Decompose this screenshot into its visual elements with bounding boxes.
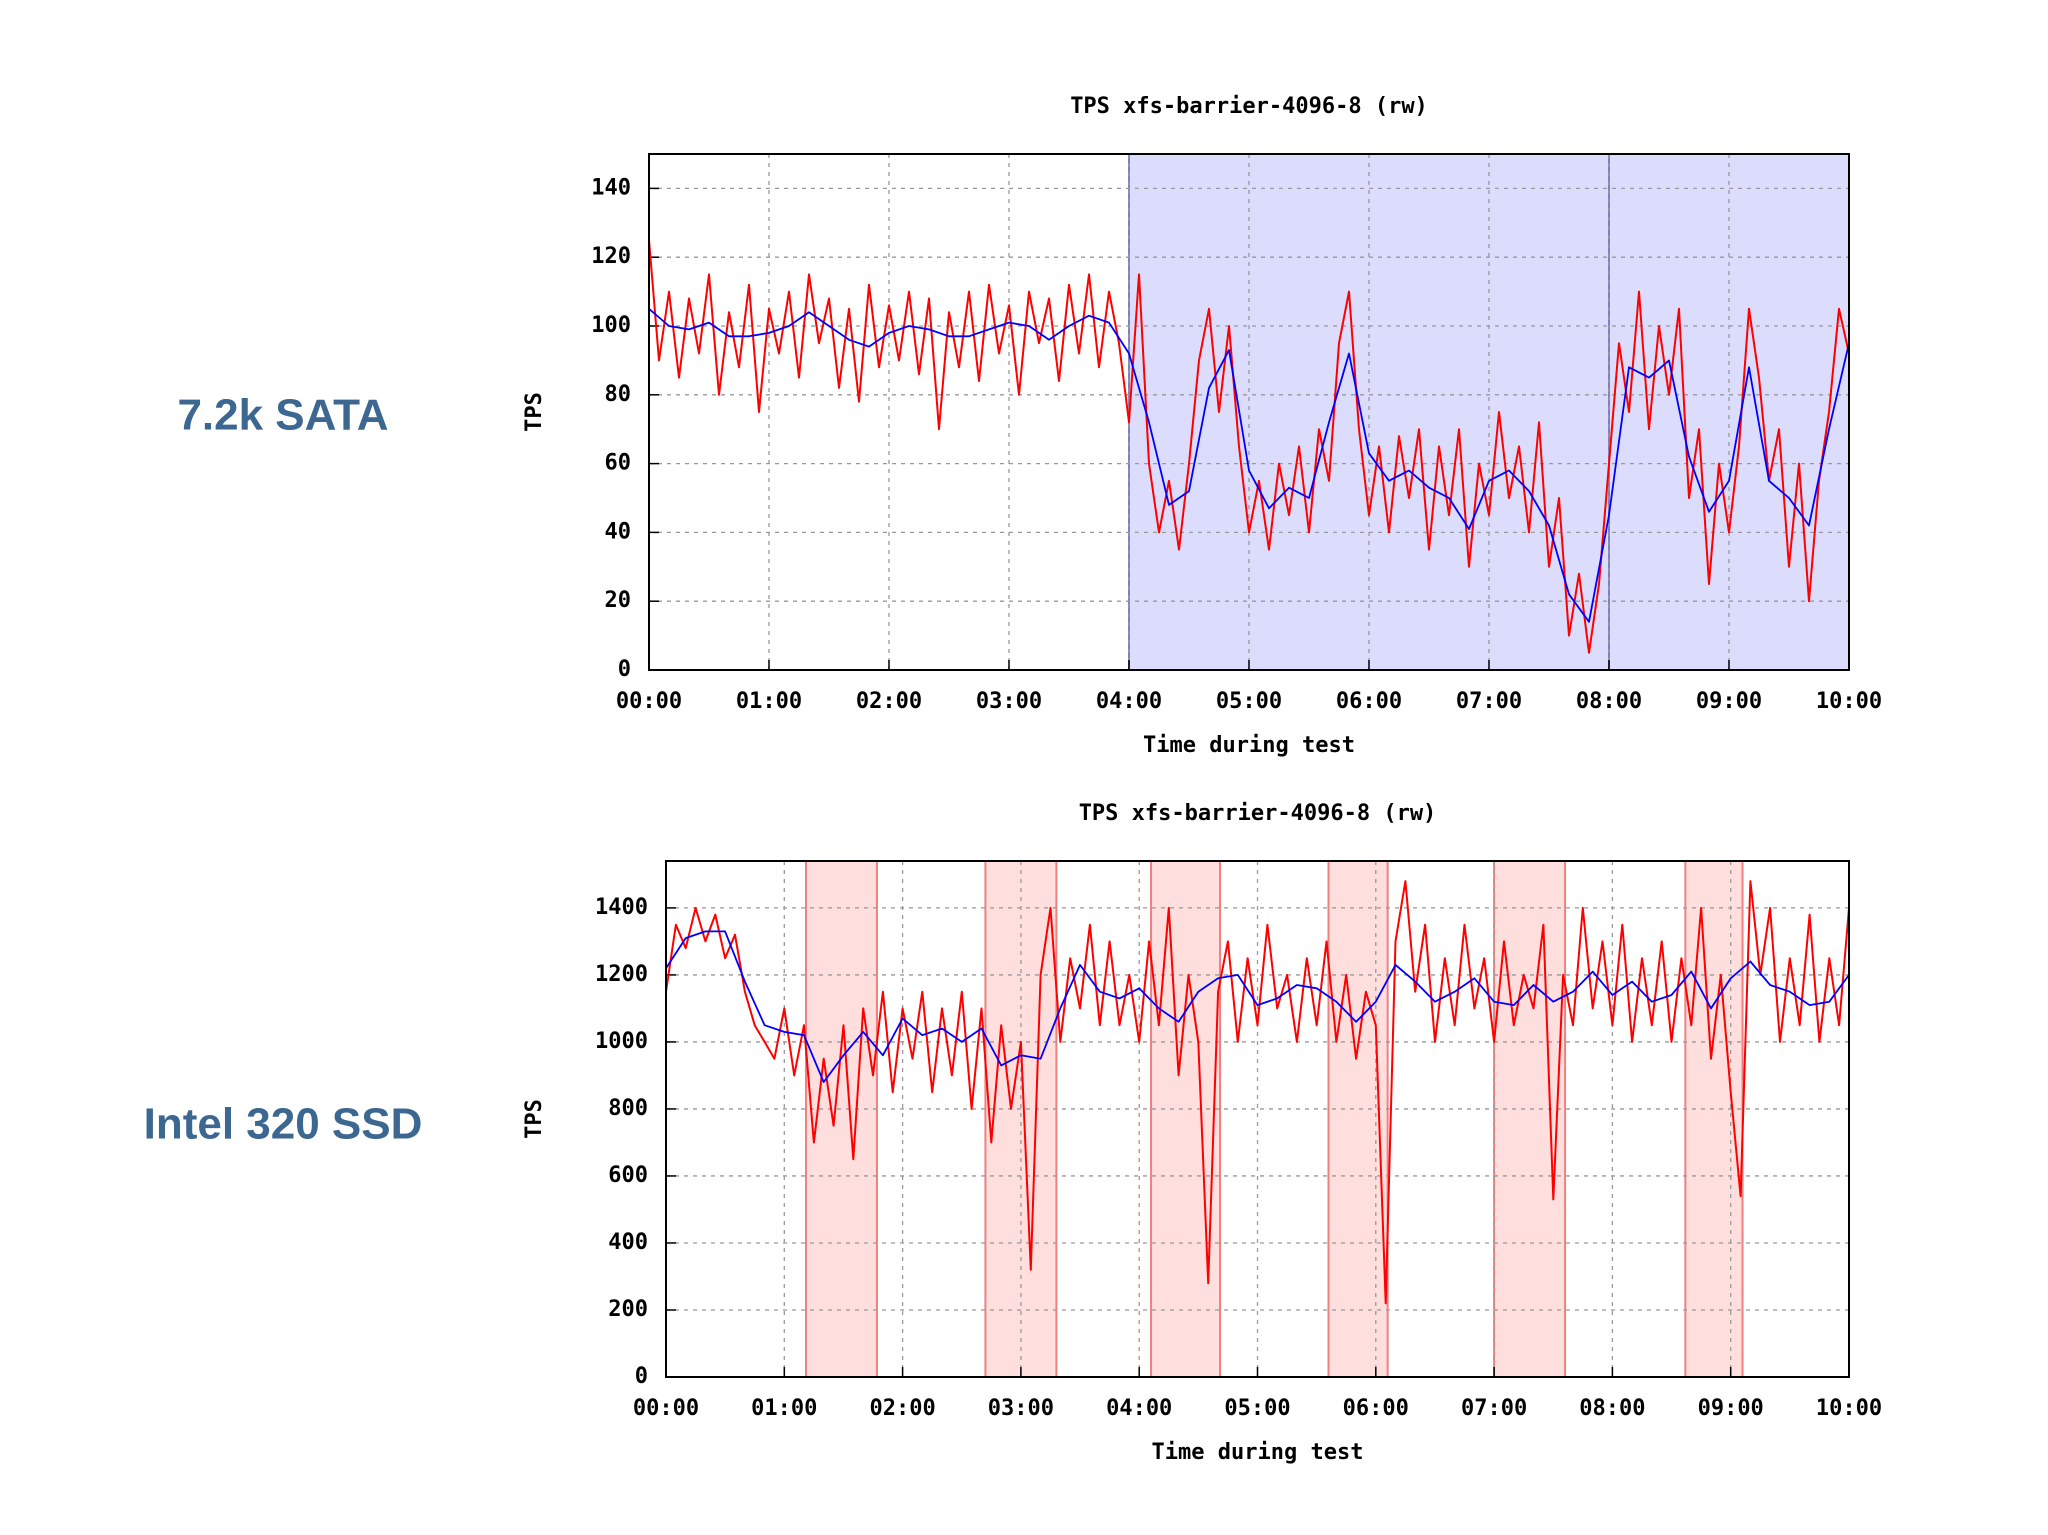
y-tick-label: 0: [635, 1364, 648, 1389]
x-tick-label: 07:00: [1461, 1396, 1527, 1421]
y-tick-label: 1400: [595, 895, 648, 920]
y-tick-label: 0: [618, 657, 631, 682]
chart-title: TPS xfs-barrier-4096-8 (rw): [1079, 801, 1437, 826]
y-tick-label: 20: [605, 588, 632, 613]
x-tick-label: 05:00: [1224, 1396, 1290, 1421]
x-tick-label: 01:00: [736, 689, 802, 714]
y-tick-label: 1000: [595, 1029, 648, 1054]
y-axis-label: TPS: [522, 392, 547, 432]
x-axis-label: Time during test: [1143, 733, 1355, 758]
x-tick-label: 02:00: [856, 689, 922, 714]
x-tick-label: 10:00: [1816, 1396, 1882, 1421]
row-label: 7.2k SATA: [177, 391, 388, 440]
y-tick-label: 140: [591, 175, 631, 200]
shaded-span: [1151, 861, 1221, 1377]
x-tick-label: 01:00: [751, 1396, 817, 1421]
shaded-span: [1494, 861, 1566, 1377]
x-tick-label: 09:00: [1696, 689, 1762, 714]
x-tick-label: 06:00: [1343, 1396, 1409, 1421]
x-tick-label: 08:00: [1579, 1396, 1645, 1421]
row-label: Intel 320 SSD: [144, 1100, 423, 1149]
x-tick-label: 03:00: [976, 689, 1042, 714]
y-tick-label: 600: [608, 1163, 648, 1188]
series-line: [665, 880, 1850, 1305]
shaded-span: [805, 861, 877, 1377]
y-tick-label: 400: [608, 1230, 648, 1255]
x-tick-label: 10:00: [1816, 689, 1882, 714]
x-axis-label: Time during test: [1152, 1440, 1364, 1465]
plot-frame: [648, 153, 1850, 671]
chart: 7.2k SATA TPS xfs-barrier-4096-8 (rw) Time…: [177, 94, 1882, 758]
series-line: [648, 308, 1850, 623]
y-tick-label: 80: [605, 382, 632, 407]
y-tick-label: 40: [605, 519, 632, 544]
series-line: [648, 239, 1850, 654]
y-tick-label: 800: [608, 1096, 648, 1121]
y-axis-label: TPS: [522, 1099, 547, 1139]
x-tick-label: 03:00: [988, 1396, 1054, 1421]
chart-title: TPS xfs-barrier-4096-8 (rw): [1070, 94, 1428, 119]
x-tick-label: 05:00: [1216, 689, 1282, 714]
shaded-span: [1129, 154, 1609, 670]
x-tick-label: 06:00: [1336, 689, 1402, 714]
x-tick-label: 00:00: [633, 1396, 699, 1421]
x-tick-label: 02:00: [869, 1396, 935, 1421]
x-tick-label: 04:00: [1096, 689, 1162, 714]
x-tick-label: 04:00: [1106, 1396, 1172, 1421]
plot-frame: [665, 860, 1850, 1378]
y-tick-label: 60: [605, 451, 632, 476]
y-tick-label: 1200: [595, 962, 648, 987]
x-tick-label: 09:00: [1698, 1396, 1764, 1421]
y-tick-label: 120: [591, 244, 631, 269]
chart: Intel 320 SSD TPS xfs-barrier-4096-8 (rw)…: [144, 801, 1883, 1465]
series-line: [665, 930, 1850, 1083]
x-tick-label: 07:00: [1456, 689, 1522, 714]
shaded-span: [1328, 861, 1388, 1377]
y-tick-label: 100: [591, 313, 631, 338]
x-tick-label: 08:00: [1576, 689, 1642, 714]
y-tick-label: 200: [608, 1297, 648, 1322]
shaded-span: [1609, 154, 1849, 670]
x-tick-label: 00:00: [616, 689, 682, 714]
